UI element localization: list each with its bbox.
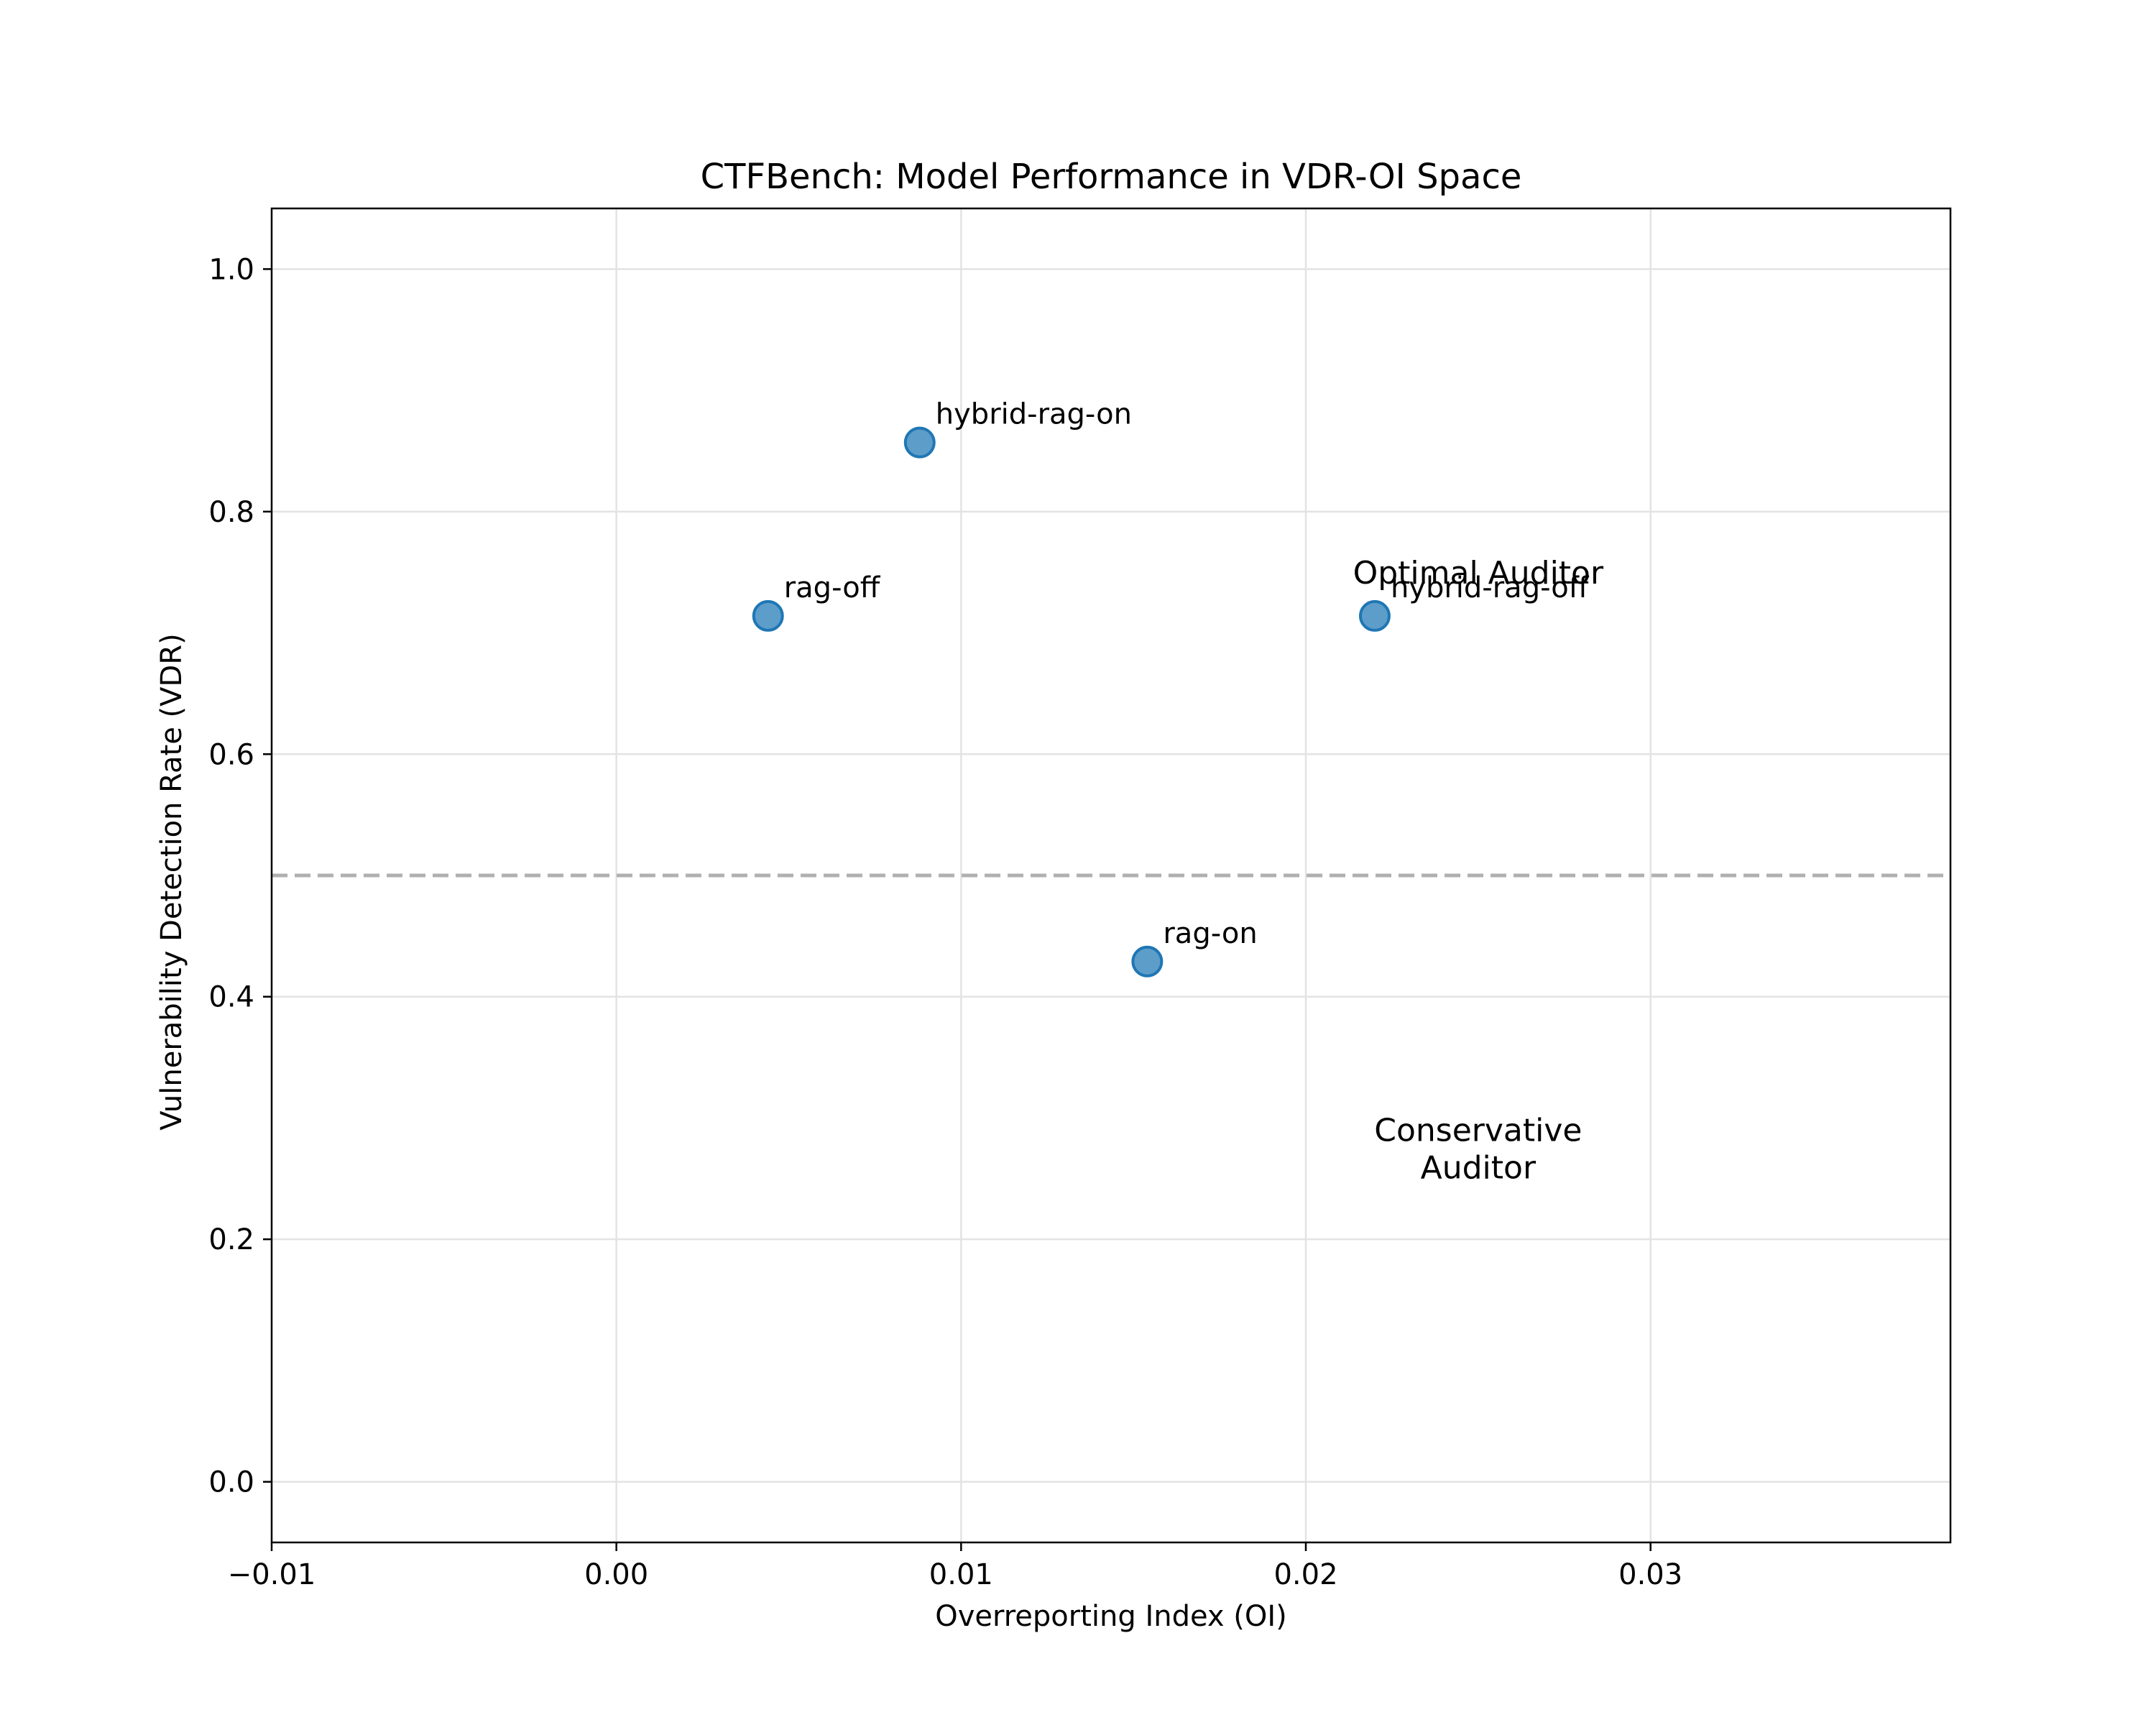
grid (270, 208, 1950, 1542)
data-points (752, 426, 1391, 978)
y-tick-label: 0.8 (208, 496, 254, 529)
point-label: hybrid-rag-off (1391, 571, 1590, 604)
data-point (1131, 945, 1164, 978)
x-tick-label: 0.00 (584, 1558, 648, 1591)
point-label: hybrid-rag-on (936, 398, 1132, 431)
y-axis-ticks: 0.0 0.2 0.4 0.6 0.8 1.0 (208, 253, 272, 1499)
point-labels: hybrid-rag-on rag-off hybrid-rag-off rag-on (784, 398, 1590, 950)
y-tick-label: 0.2 (208, 1223, 254, 1256)
y-tick-label: 1.0 (208, 253, 254, 286)
data-point (752, 599, 784, 632)
plot-frame (270, 207, 1952, 1544)
point-label: rag-off (784, 571, 881, 604)
y-tick-label: 0.6 (208, 738, 254, 771)
y-tick-label: 0.0 (208, 1466, 254, 1499)
y-axis-title: Vulnerability Detection Rate (VDR) (155, 633, 188, 1130)
data-point (903, 426, 936, 459)
chart-title: CTFBench: Model Performance in VDR-OI Sp… (701, 157, 1522, 197)
region-annotation: Optimal Auditor (1353, 555, 1604, 592)
region-annotation: Conservative (1374, 1113, 1582, 1149)
x-tick-label: 0.01 (929, 1558, 993, 1591)
point-label: rag-on (1163, 917, 1257, 950)
x-tick-label: 0.03 (1618, 1558, 1682, 1591)
x-axis-ticks: −0.01 0.00 0.01 0.02 0.03 (228, 1542, 1682, 1591)
x-tick-label: −0.01 (228, 1558, 316, 1591)
x-axis-title: Overreporting Index (OI) (935, 1600, 1287, 1633)
data-point (1358, 599, 1391, 632)
y-tick-label: 0.4 (208, 981, 254, 1014)
region-annotation: Auditor (1421, 1150, 1537, 1187)
x-tick-label: 0.02 (1273, 1558, 1337, 1591)
